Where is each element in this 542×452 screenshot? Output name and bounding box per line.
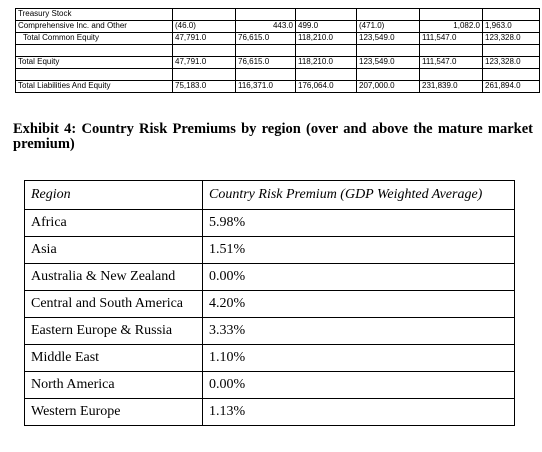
value-cell	[482, 44, 540, 57]
value-cell: 111,547.0	[419, 32, 483, 45]
value-cell: 176,064.0	[295, 80, 357, 93]
premium-cell: 0.00%	[202, 371, 515, 399]
region-cell: North America	[24, 371, 203, 399]
balance-sheet-table: Treasury Stock Comprehensive Inc. and Oth…	[15, 8, 540, 93]
value-cell	[235, 68, 296, 81]
table-row: Eastern Europe & Russia 3.33%	[24, 317, 515, 345]
region-cell: Central and South America	[24, 290, 203, 318]
premium-cell: 0.00%	[202, 263, 515, 291]
table-row: Comprehensive Inc. and Other (46.0) 443.0 4…	[15, 20, 540, 33]
value-cell	[172, 68, 236, 81]
value-cell: 207,000.0	[356, 80, 420, 93]
value-cell: 116,371.0	[235, 80, 296, 93]
table-row: Asia 1.51%	[24, 236, 515, 264]
value-cell: 76,615.0	[235, 32, 296, 45]
premium-cell: 1.51%	[202, 236, 515, 264]
region-cell: Australia & New Zealand	[24, 263, 203, 291]
value-cell	[482, 8, 540, 21]
region-cell: Asia	[24, 236, 203, 264]
value-cell	[356, 44, 420, 57]
row-label-text: Total Equity	[18, 57, 60, 66]
value-cell: 118,210.0	[295, 32, 357, 45]
value-cell	[172, 8, 236, 21]
value-cell	[482, 68, 540, 81]
premium-cell: 4.20%	[202, 290, 515, 318]
value-cell: (471.0)	[356, 20, 420, 33]
value-cell: 1,082.0	[419, 20, 483, 33]
row-label	[15, 44, 173, 57]
row-label: Total Liabilities And Equity	[15, 80, 173, 93]
region-cell: Africa	[24, 209, 203, 237]
region-column-header: Region	[24, 180, 203, 210]
table-row: Middle East 1.10%	[24, 344, 515, 372]
table-row: Africa 5.98%	[24, 209, 515, 237]
table-row	[15, 68, 540, 81]
table-row: Western Europe 1.13%	[24, 398, 515, 426]
value-cell: 261,894.0	[482, 80, 540, 93]
premium-cell: 1.13%	[202, 398, 515, 426]
value-cell: 123,328.0	[482, 32, 540, 45]
table-row	[15, 44, 540, 57]
value-cell	[356, 68, 420, 81]
row-label: Total Common Equity	[15, 32, 173, 45]
value-cell	[295, 68, 357, 81]
value-cell	[172, 44, 236, 57]
premium-cell: 1.10%	[202, 344, 515, 372]
value-cell: 76,615.0	[235, 56, 296, 69]
crp-column-header: Country Risk Premium (GDP Weighted Avera…	[202, 180, 515, 210]
value-cell: 123,549.0	[356, 56, 420, 69]
table-row: Treasury Stock	[15, 8, 540, 21]
value-cell: 47,791.0	[172, 32, 236, 45]
table-row: Total Equity 47,791.0 76,615.0 118,210.0 123…	[15, 56, 540, 69]
value-cell: 118,210.0	[295, 56, 357, 69]
row-label-text: Total Common Equity	[23, 33, 100, 42]
value-cell	[419, 68, 483, 81]
row-label: Comprehensive Inc. and Other	[15, 20, 173, 33]
row-label-text: Comprehensive Inc. and Other	[18, 21, 127, 30]
value-cell: 47,791.0	[172, 56, 236, 69]
row-label	[15, 68, 173, 81]
value-cell: 123,328.0	[482, 56, 540, 69]
value-cell: 231,839.0	[419, 80, 483, 93]
value-cell: (46.0)	[172, 20, 236, 33]
row-label: Total Equity	[15, 56, 173, 69]
value-cell: 1,963.0	[482, 20, 540, 33]
premium-cell: 5.98%	[202, 209, 515, 237]
value-cell: 499.0	[295, 20, 357, 33]
value-cell: 123,549.0	[356, 32, 420, 45]
table-row: Australia & New Zealand 0.00%	[24, 263, 515, 291]
value-cell: 75,183.0	[172, 80, 236, 93]
table-header-row: Region Country Risk Premium (GDP Weighte…	[24, 180, 515, 210]
exhibit-title: Exhibit 4: Country Risk Premiums by regi…	[13, 121, 533, 152]
region-cell: Middle East	[24, 344, 203, 372]
region-cell: Western Europe	[24, 398, 203, 426]
value-cell: 443.0	[235, 20, 296, 33]
table-row: Total Liabilities And Equity 75,183.0 116,…	[15, 80, 540, 93]
value-cell	[419, 44, 483, 57]
region-cell: Eastern Europe & Russia	[24, 317, 203, 345]
premium-cell: 3.33%	[202, 317, 515, 345]
country-risk-premium-table: Region Country Risk Premium (GDP Weighte…	[24, 180, 515, 426]
table-row: Central and South America 4.20%	[24, 290, 515, 318]
row-label-text: Total Liabilities And Equity	[18, 81, 111, 90]
value-cell	[295, 44, 357, 57]
row-label: Treasury Stock	[15, 8, 173, 21]
row-label-text: Treasury Stock	[18, 9, 72, 18]
value-cell	[356, 8, 420, 21]
value-cell: 111,547.0	[419, 56, 483, 69]
value-cell	[235, 44, 296, 57]
value-cell	[235, 8, 296, 21]
value-cell	[295, 8, 357, 21]
value-cell	[419, 8, 483, 21]
table-row: North America 0.00%	[24, 371, 515, 399]
table-row: Total Common Equity 47,791.0 76,615.0 118,2…	[15, 32, 540, 45]
